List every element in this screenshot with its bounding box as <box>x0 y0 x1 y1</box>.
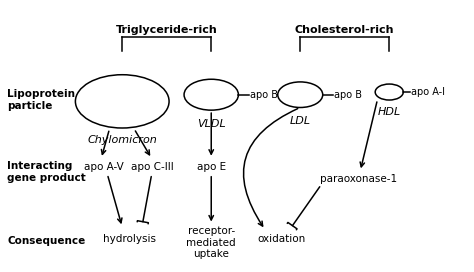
Text: Interacting
gene product: Interacting gene product <box>8 161 86 183</box>
Text: apo C-III: apo C-III <box>131 162 174 172</box>
Text: paraoxonase-1: paraoxonase-1 <box>320 174 397 184</box>
Text: receptor-
mediated
uptake: receptor- mediated uptake <box>186 226 236 259</box>
Text: hydrolysis: hydrolysis <box>103 234 156 244</box>
Text: Chylomicron: Chylomicron <box>87 135 157 145</box>
Text: apo E: apo E <box>197 162 226 172</box>
Text: apo B: apo B <box>250 90 278 100</box>
Text: Lipoprotein
particle: Lipoprotein particle <box>8 89 75 111</box>
Text: oxidation: oxidation <box>257 234 306 244</box>
Text: Cholesterol-rich: Cholesterol-rich <box>295 25 394 35</box>
Text: VLDL: VLDL <box>197 119 226 129</box>
Text: apo A-V: apo A-V <box>83 162 123 172</box>
Text: LDL: LDL <box>290 116 311 126</box>
Text: apo A-I: apo A-I <box>411 87 445 97</box>
Text: HDL: HDL <box>378 107 401 117</box>
Text: apo B: apo B <box>334 90 362 100</box>
Text: Triglyceride-rich: Triglyceride-rich <box>116 25 218 35</box>
Text: Consequence: Consequence <box>8 236 86 246</box>
